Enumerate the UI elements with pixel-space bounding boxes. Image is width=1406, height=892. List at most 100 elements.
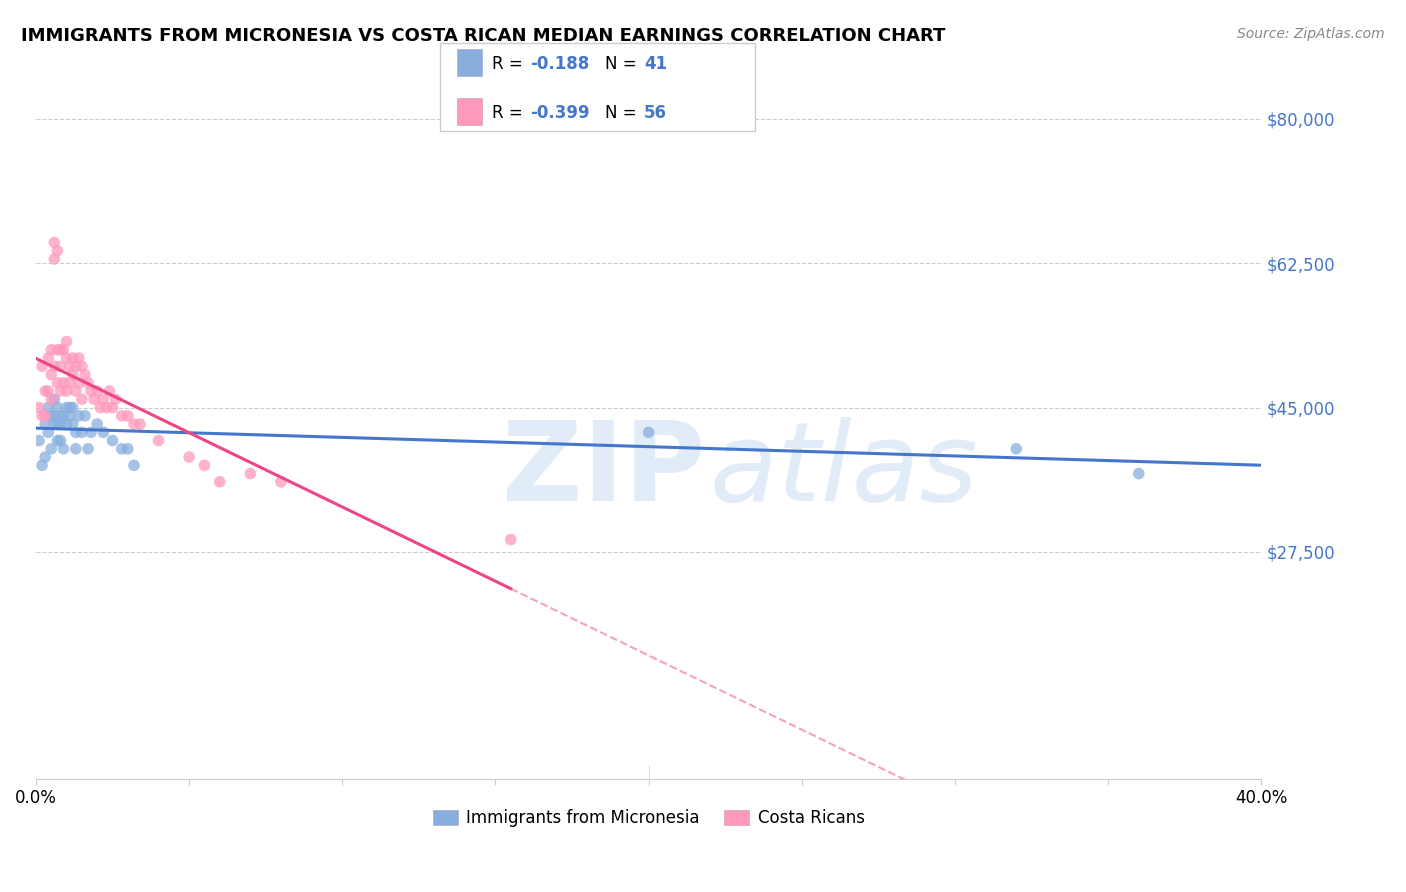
- Point: [28, 401, 51, 415]
- Point: [83, 392, 105, 407]
- Text: R =: R =: [492, 55, 529, 73]
- Point: [96, 401, 118, 415]
- Point: [55, 351, 77, 365]
- Text: R =: R =: [492, 104, 529, 122]
- Point: [101, 401, 124, 415]
- Point: [70, 392, 93, 407]
- Point: [65, 359, 87, 374]
- Point: [49, 417, 72, 431]
- Point: [177, 450, 200, 464]
- Point: [44, 252, 66, 266]
- Text: 41: 41: [644, 55, 666, 73]
- Point: [104, 392, 127, 407]
- Point: [31, 409, 53, 423]
- Point: [52, 409, 75, 423]
- Point: [34, 384, 56, 398]
- Point: [37, 401, 59, 415]
- Point: [637, 425, 659, 440]
- Point: [65, 425, 87, 440]
- Text: Source: ZipAtlas.com: Source: ZipAtlas.com: [1237, 27, 1385, 41]
- Point: [65, 384, 87, 398]
- Point: [34, 417, 56, 431]
- Text: N =: N =: [605, 55, 641, 73]
- Point: [67, 409, 90, 423]
- Legend: Immigrants from Micronesia, Costa Ricans: Immigrants from Micronesia, Costa Ricans: [426, 803, 872, 834]
- Point: [39, 409, 62, 423]
- Point: [39, 343, 62, 357]
- Point: [46, 434, 69, 448]
- Point: [44, 392, 66, 407]
- Point: [86, 384, 108, 398]
- Point: [1005, 442, 1028, 456]
- Point: [44, 417, 66, 431]
- Point: [59, 376, 82, 390]
- Point: [55, 334, 77, 349]
- Point: [46, 244, 69, 258]
- Text: -0.188: -0.188: [530, 55, 589, 73]
- Point: [65, 442, 87, 456]
- Point: [46, 417, 69, 431]
- Point: [111, 409, 134, 423]
- Point: [70, 359, 93, 374]
- Text: IMMIGRANTS FROM MICRONESIA VS COSTA RICAN MEDIAN EARNINGS CORRELATION CHART: IMMIGRANTS FROM MICRONESIA VS COSTA RICA…: [21, 27, 945, 45]
- Point: [34, 450, 56, 464]
- Point: [39, 392, 62, 407]
- Point: [55, 417, 77, 431]
- Point: [62, 351, 84, 365]
- Point: [44, 359, 66, 374]
- Point: [208, 475, 231, 489]
- Point: [148, 434, 170, 448]
- Point: [73, 409, 96, 423]
- Point: [59, 401, 82, 415]
- Point: [49, 359, 72, 374]
- Point: [89, 401, 111, 415]
- Point: [46, 376, 69, 390]
- Point: [34, 409, 56, 423]
- Point: [117, 442, 139, 456]
- Point: [67, 376, 90, 390]
- Text: ZIP: ZIP: [502, 417, 704, 524]
- Point: [91, 392, 114, 407]
- Point: [86, 417, 108, 431]
- Point: [80, 384, 103, 398]
- Point: [37, 384, 59, 398]
- Point: [52, 376, 75, 390]
- Point: [270, 475, 292, 489]
- Point: [31, 359, 53, 374]
- Point: [98, 384, 121, 398]
- Point: [55, 384, 77, 398]
- Point: [52, 343, 75, 357]
- Point: [1128, 467, 1150, 481]
- Point: [37, 425, 59, 440]
- Point: [77, 376, 100, 390]
- Point: [101, 434, 124, 448]
- Point: [31, 458, 53, 473]
- Text: 56: 56: [644, 104, 666, 122]
- Point: [122, 417, 145, 431]
- Point: [28, 434, 51, 448]
- Point: [46, 401, 69, 415]
- Point: [91, 425, 114, 440]
- Point: [49, 384, 72, 398]
- Point: [49, 343, 72, 357]
- Point: [44, 409, 66, 423]
- Point: [77, 442, 100, 456]
- Point: [111, 442, 134, 456]
- Point: [37, 351, 59, 365]
- Point: [239, 467, 262, 481]
- Point: [499, 533, 522, 547]
- Point: [67, 351, 90, 365]
- Point: [70, 425, 93, 440]
- Text: atlas: atlas: [710, 417, 979, 524]
- Point: [46, 343, 69, 357]
- Point: [39, 368, 62, 382]
- Point: [80, 425, 103, 440]
- Text: N =: N =: [605, 104, 641, 122]
- Point: [193, 458, 215, 473]
- Point: [129, 417, 152, 431]
- Point: [44, 235, 66, 250]
- Point: [55, 401, 77, 415]
- Point: [59, 409, 82, 423]
- Point: [62, 401, 84, 415]
- Point: [49, 434, 72, 448]
